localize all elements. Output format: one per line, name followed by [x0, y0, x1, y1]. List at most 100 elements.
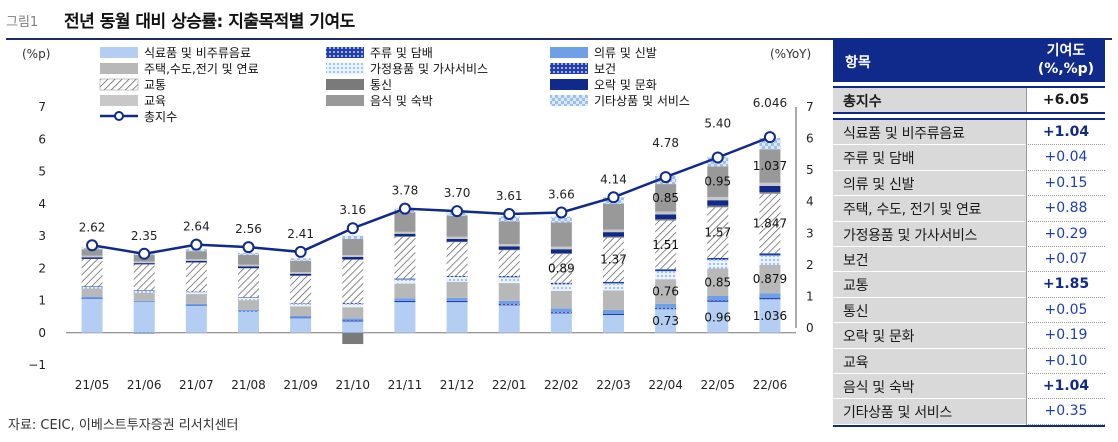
figure-title: 전년 동월 대비 상승률: 지출목적별 기여도	[64, 12, 355, 32]
right-tick-label: 5	[806, 163, 814, 177]
table-row: 음식 및 숙박 +1.04	[833, 373, 1105, 400]
bar-segment-housing	[603, 290, 624, 310]
bar-segment-housing	[394, 283, 416, 299]
left-axis-label: (%p)	[22, 47, 50, 61]
bar-segment-restaurants	[185, 251, 207, 260]
left-tick-label: 6	[38, 132, 46, 146]
segment-data-label: 0.89	[548, 261, 575, 275]
bar-segment-education	[498, 244, 520, 247]
bar-segment-clothing	[550, 308, 572, 313]
bar-segment-health	[446, 275, 468, 277]
bar-segment-education	[603, 229, 624, 233]
total-data-label: 5.40	[704, 117, 731, 131]
bar-segment-restaurants	[238, 255, 259, 265]
bar-segment-health	[342, 303, 364, 305]
legend-swatch-misc	[550, 95, 588, 106]
legend-swatch-household	[326, 63, 364, 74]
bar-segment-housing	[550, 290, 572, 309]
total-point	[190, 238, 203, 251]
total-point	[86, 239, 99, 252]
total-data-label: 2.35	[131, 229, 158, 243]
legend-swatch-communication	[326, 79, 364, 90]
bar-segment-restaurants	[394, 212, 416, 232]
category-tick-label: 21/07	[179, 378, 214, 392]
bar-segment-household	[394, 279, 416, 284]
bar-segment-recreation	[394, 233, 416, 237]
bar-segment-education	[394, 231, 416, 234]
bar-segment-household	[290, 303, 312, 307]
table-header: 항목 기여도 (%,%p)	[833, 38, 1105, 82]
segment-data-label: 0.95	[704, 175, 731, 189]
bar-segment-transport	[655, 220, 677, 270]
segment-data-label: 1.037	[753, 159, 787, 173]
bar-segment-food	[446, 302, 468, 333]
bar-segment-education	[290, 272, 312, 274]
bar-segment-alcohol	[759, 298, 781, 300]
bar-segment-restaurants	[707, 166, 729, 197]
bar-segment-food	[759, 299, 781, 333]
category-tick-label: 21/05	[75, 378, 110, 392]
right-axis-label: (%YoY)	[770, 47, 811, 61]
total-data-label: 3.66	[548, 187, 575, 201]
right-tick-label: 0	[806, 321, 814, 335]
right-tick-label: 1	[806, 289, 814, 303]
total-data-label: 6.046	[753, 96, 787, 110]
legend-label-clothing: 의류 및 신발	[594, 46, 657, 60]
bar-segment-recreation	[446, 238, 468, 242]
bar-segment-communication	[342, 332, 364, 345]
table-row: 교육 +0.10	[833, 348, 1105, 374]
bar-segment-recreation	[759, 185, 781, 193]
bar-segment-education	[133, 261, 155, 264]
legend-label-total: 총지수	[144, 110, 177, 124]
table-row: 가정용품 및 가사서비스 +0.29	[833, 221, 1105, 247]
bar-segment-food	[185, 305, 207, 333]
bar-segment-household	[759, 255, 781, 265]
table-total-row: 총지수 +6.05	[833, 86, 1105, 114]
bar-segment-housing	[759, 264, 781, 294]
bar-segment-housing	[707, 268, 729, 296]
bar-segment-recreation	[655, 214, 677, 220]
legend-swatch-alcohol	[326, 47, 364, 58]
total-point	[503, 208, 516, 221]
table-row: 교통 +1.85	[833, 272, 1105, 298]
bar-segment-misc	[342, 235, 364, 239]
bar-segment-education	[655, 211, 677, 215]
table-row-value: +0.07	[1026, 246, 1105, 273]
bar-segment-food	[498, 305, 520, 333]
bar-segment-restaurants	[603, 203, 624, 230]
total-point	[346, 222, 359, 235]
legend-label-household: 가정용품 및 가사서비스	[370, 62, 488, 76]
bar-segment-household	[498, 277, 520, 284]
bar-segment-recreation	[603, 232, 624, 237]
table-row-value: +0.19	[1026, 323, 1105, 349]
bar-segment-household	[707, 259, 729, 269]
category-tick-label: 21/11	[388, 378, 423, 392]
left-tick-label: 2	[38, 261, 46, 275]
bar-segment-health	[238, 297, 259, 298]
bar-segment-communication	[498, 249, 520, 251]
left-tick-label: 0	[38, 326, 46, 340]
category-tick-label: 22/06	[753, 378, 788, 392]
table-row-name: 기타상품 및 서비스	[843, 405, 952, 422]
right-tick-label: 4	[806, 195, 814, 209]
total-data-label: 3.16	[339, 203, 366, 217]
bar-segment-recreation	[342, 256, 364, 260]
legend-swatch-transport	[99, 78, 139, 91]
bar-segment-housing	[498, 283, 520, 301]
bar-segment-food	[707, 301, 729, 333]
table-total-value: +6.05	[1026, 88, 1105, 112]
table-row: 주류 및 담배 +0.04	[833, 145, 1105, 171]
bar-segment-alcohol	[446, 300, 468, 303]
segment-data-label: 0.879	[753, 272, 787, 286]
bar-segment-clothing	[342, 318, 364, 321]
table-row-value: +1.85	[1026, 272, 1105, 298]
table-row-name: 주류 및 담배	[843, 151, 915, 168]
category-tick-label: 22/05	[700, 378, 735, 392]
legend-label-education: 교육	[144, 94, 166, 108]
table-row: 통신 +0.05	[833, 297, 1105, 324]
category-tick-label: 22/02	[544, 378, 579, 392]
title-rule	[6, 38, 1112, 40]
total-data-label: 2.56	[235, 222, 262, 236]
bar-segment-housing	[185, 294, 207, 304]
legend-swatch-clothing	[550, 47, 588, 58]
